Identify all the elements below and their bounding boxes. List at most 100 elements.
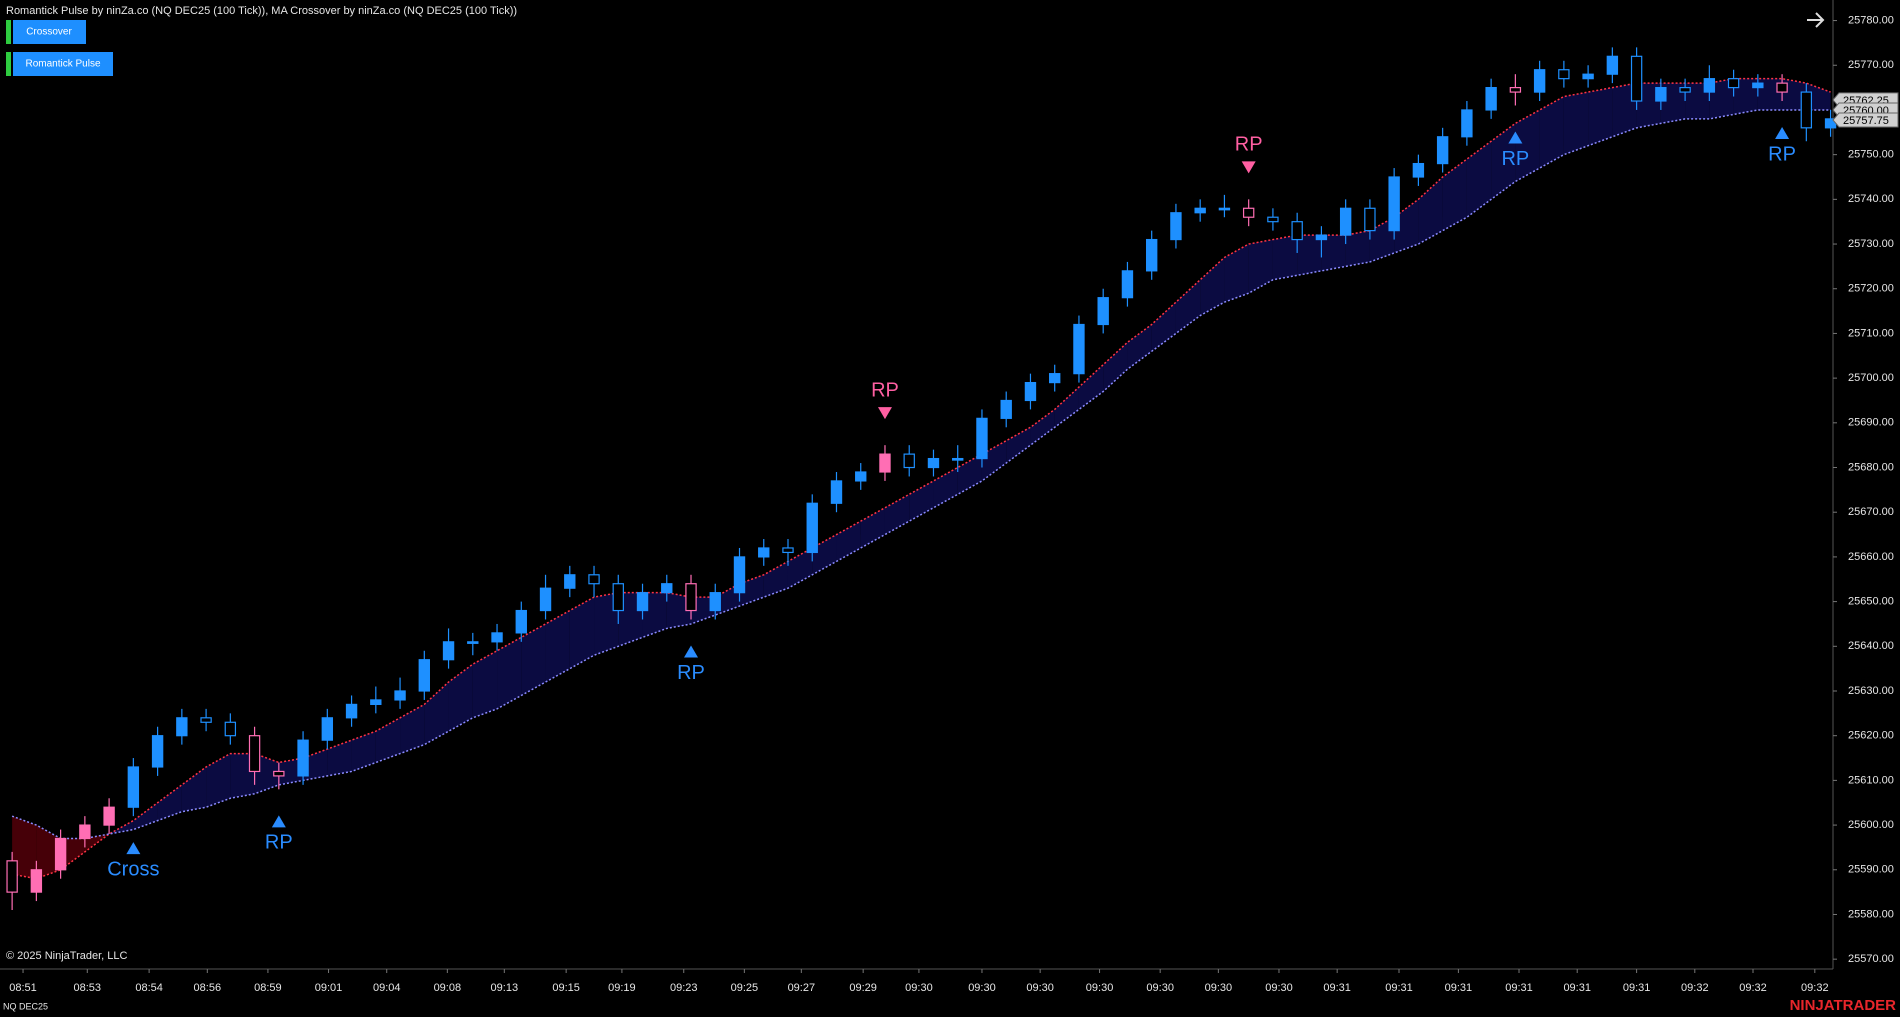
y-tick-label: 25640.00 bbox=[1848, 640, 1894, 652]
x-tick-label: 09:23 bbox=[670, 982, 698, 994]
ma-band bbox=[545, 610, 570, 683]
ma-band bbox=[1782, 78, 1807, 110]
y-tick-label: 25660.00 bbox=[1848, 551, 1894, 563]
ma-band bbox=[1297, 235, 1322, 276]
signal-arrow-up bbox=[126, 842, 141, 855]
candle-body bbox=[1630, 55, 1643, 102]
candle-body bbox=[491, 632, 503, 643]
ma-band bbox=[933, 467, 958, 508]
button-label[interactable]: Crossover bbox=[26, 27, 72, 38]
y-tick-label: 25630.00 bbox=[1848, 685, 1894, 697]
candle-body bbox=[539, 587, 552, 612]
ma-band bbox=[1636, 83, 1661, 128]
ma-band bbox=[1030, 409, 1055, 446]
ma-band bbox=[497, 637, 522, 709]
ma-band bbox=[691, 597, 716, 624]
y-tick-label: 25740.00 bbox=[1848, 193, 1894, 205]
candle-body bbox=[1800, 91, 1813, 129]
candle-body bbox=[200, 717, 212, 723]
y-tick-label: 25600.00 bbox=[1848, 819, 1894, 831]
ma-band bbox=[206, 753, 231, 808]
x-tick-label: 09:30 bbox=[968, 982, 996, 994]
ma-band bbox=[424, 682, 449, 745]
ma-band bbox=[1248, 239, 1273, 294]
candle-body bbox=[1558, 69, 1570, 80]
x-tick-label: 09:01 bbox=[315, 982, 343, 994]
signal-label: RP bbox=[1768, 143, 1796, 165]
candle-body bbox=[1000, 399, 1012, 419]
candle-body bbox=[1073, 323, 1085, 375]
candle-body bbox=[1485, 87, 1497, 111]
x-tick-label: 09:31 bbox=[1385, 982, 1413, 994]
ma-band bbox=[327, 740, 352, 776]
candle-body bbox=[6, 860, 18, 893]
signal-arrow-up bbox=[1775, 127, 1790, 140]
brand-logo: NINJATRADER bbox=[1790, 997, 1897, 1014]
candle-body bbox=[30, 869, 43, 893]
ma-band bbox=[1442, 159, 1467, 231]
ma-band bbox=[1369, 217, 1395, 262]
candle-body bbox=[394, 690, 406, 701]
x-tick-label: 09:29 bbox=[849, 982, 877, 994]
ma-slow-line bbox=[11, 109, 1831, 840]
signal-label: Cross bbox=[107, 858, 159, 880]
button[interactable] bbox=[13, 20, 86, 44]
signal-arrow-down bbox=[877, 407, 892, 420]
candle-body bbox=[1364, 207, 1376, 232]
y-tick-label: 25750.00 bbox=[1848, 149, 1894, 161]
candle-body bbox=[733, 556, 746, 594]
candle-body bbox=[467, 641, 479, 644]
candle-body bbox=[1218, 207, 1231, 211]
ma-band bbox=[303, 749, 328, 781]
signal-arrow-up bbox=[1508, 131, 1523, 144]
ma-band bbox=[375, 717, 401, 763]
ma-band bbox=[715, 583, 740, 616]
y-tick-label: 25770.00 bbox=[1848, 59, 1894, 71]
x-tick-label: 08:56 bbox=[194, 982, 222, 994]
x-tick-label: 09:13 bbox=[491, 982, 519, 994]
price-badge bbox=[1832, 112, 1899, 128]
ma-band bbox=[1515, 109, 1540, 182]
ma-band bbox=[642, 592, 667, 638]
signal-label: RP bbox=[677, 662, 705, 684]
candle-body bbox=[806, 502, 818, 554]
ma-band bbox=[594, 592, 619, 656]
ma-band bbox=[1685, 83, 1710, 119]
candle-body bbox=[248, 735, 261, 773]
button[interactable] bbox=[13, 52, 113, 76]
ma-band bbox=[569, 597, 595, 669]
candle-body bbox=[151, 735, 164, 768]
candle-body bbox=[1242, 207, 1255, 218]
navigate-arrow[interactable] bbox=[1807, 12, 1825, 28]
ma-band bbox=[181, 766, 207, 812]
candle-body bbox=[1121, 270, 1134, 299]
x-tick-label: 09:31 bbox=[1323, 982, 1351, 994]
y-tick-label: 25570.00 bbox=[1848, 953, 1894, 965]
candle-body bbox=[321, 717, 334, 741]
ma-band bbox=[1563, 92, 1589, 155]
x-tick-label: 08:53 bbox=[74, 982, 102, 994]
button-label[interactable]: Romantick Pulse bbox=[25, 59, 100, 70]
candle-body bbox=[1752, 82, 1764, 89]
candle-body bbox=[1509, 87, 1522, 93]
candle-body bbox=[176, 717, 188, 737]
candle-body bbox=[1170, 212, 1182, 241]
candle-body bbox=[1049, 373, 1061, 384]
x-tick-label: 09:32 bbox=[1739, 982, 1767, 994]
x-tick-label: 09:31 bbox=[1445, 982, 1473, 994]
candle-body bbox=[1194, 207, 1206, 214]
candle-body bbox=[1291, 221, 1303, 241]
y-tick-label: 25720.00 bbox=[1848, 283, 1894, 295]
candle-body bbox=[1606, 55, 1619, 75]
ma-band bbox=[36, 825, 61, 879]
ma-band bbox=[1466, 141, 1492, 218]
y-tick-label: 25650.00 bbox=[1848, 596, 1894, 608]
ma-band bbox=[1612, 83, 1637, 137]
x-tick-label: 09:08 bbox=[434, 982, 462, 994]
candle-body bbox=[418, 659, 430, 692]
ma-band bbox=[1127, 324, 1152, 370]
y-tick-label: 25680.00 bbox=[1848, 461, 1894, 473]
ma-band bbox=[957, 454, 982, 495]
